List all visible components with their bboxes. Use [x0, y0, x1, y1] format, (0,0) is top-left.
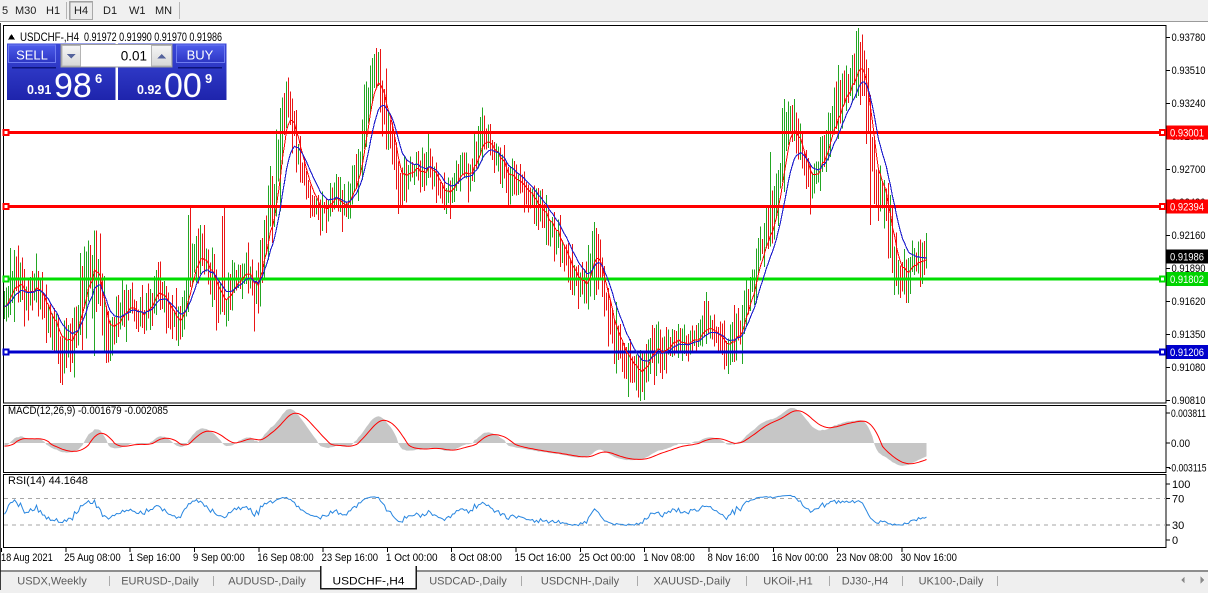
svg-text:0.91350: 0.91350: [1172, 329, 1206, 341]
svg-text:RSI(14) 44.1648: RSI(14) 44.1648: [8, 475, 88, 487]
svg-text:1 Oct 00:00: 1 Oct 00:00: [386, 552, 438, 564]
svg-text:30 Nov 16:00: 30 Nov 16:00: [901, 552, 957, 564]
svg-text:-0.003115: -0.003115: [1169, 463, 1207, 475]
svg-text:0.91206: 0.91206: [1170, 347, 1204, 359]
svg-text:H4: H4: [74, 5, 88, 17]
svg-text:1 Sep 16:00: 1 Sep 16:00: [129, 552, 181, 564]
svg-text:DJ30-,H4: DJ30-,H4: [842, 576, 888, 588]
svg-text:0.01: 0.01: [121, 49, 147, 64]
svg-text:00: 00: [164, 67, 202, 105]
svg-text:9 Sep 00:00: 9 Sep 00:00: [193, 552, 245, 564]
svg-text:18 Aug 2021: 18 Aug 2021: [1, 552, 53, 564]
svg-text:23 Nov 08:00: 23 Nov 08:00: [836, 552, 892, 564]
svg-text:EURUSD-,Daily: EURUSD-,Daily: [121, 576, 199, 588]
svg-text:5: 5: [2, 5, 8, 17]
svg-text:XAUUSD-,Daily: XAUUSD-,Daily: [653, 576, 731, 588]
svg-text:0.91972 0.91990 0.91970 0.9198: 0.91972 0.91990 0.91970 0.91986: [84, 30, 222, 44]
svg-text:M30: M30: [15, 5, 36, 17]
svg-text:8 Oct 08:00: 8 Oct 08:00: [450, 552, 502, 564]
svg-text:0.92160: 0.92160: [1172, 230, 1206, 242]
svg-text:0: 0: [1172, 535, 1178, 547]
svg-text:0.93240: 0.93240: [1172, 98, 1206, 110]
svg-text:16 Nov 00:00: 16 Nov 00:00: [772, 552, 828, 564]
svg-text:W1: W1: [129, 5, 146, 17]
svg-text:USDX,Weekly: USDX,Weekly: [17, 576, 87, 588]
svg-text:98: 98: [54, 67, 92, 105]
svg-text:8 Nov 16:00: 8 Nov 16:00: [708, 552, 760, 564]
svg-text:D1: D1: [103, 5, 117, 17]
svg-text:USDCHF-,H4: USDCHF-,H4: [20, 30, 79, 44]
svg-text:USDCAD-,Daily: USDCAD-,Daily: [429, 576, 507, 588]
svg-text:16 Sep 08:00: 16 Sep 08:00: [257, 552, 313, 564]
svg-text:0.92394: 0.92394: [1170, 202, 1204, 214]
svg-text:6: 6: [95, 71, 102, 86]
svg-text:0.91620: 0.91620: [1172, 296, 1206, 308]
svg-text:USDCNH-,Daily: USDCNH-,Daily: [541, 576, 620, 588]
svg-text:0.93001: 0.93001: [1170, 128, 1204, 140]
svg-text:AUDUSD-,Daily: AUDUSD-,Daily: [228, 576, 306, 588]
svg-text:1 Nov 08:00: 1 Nov 08:00: [643, 552, 695, 564]
svg-text:0.91: 0.91: [27, 83, 51, 97]
svg-text:0.91080: 0.91080: [1172, 362, 1206, 374]
svg-text:9: 9: [205, 71, 212, 86]
svg-text:25 Aug 08:00: 25 Aug 08:00: [64, 552, 120, 564]
svg-text:70: 70: [1172, 494, 1184, 506]
svg-text:0.90810: 0.90810: [1172, 395, 1206, 407]
svg-text:SELL: SELL: [16, 48, 48, 63]
svg-text:UKOil-,H1: UKOil-,H1: [763, 576, 813, 588]
svg-text:USDCHF-,H4: USDCHF-,H4: [333, 576, 405, 588]
svg-text:0.00: 0.00: [1171, 438, 1190, 450]
svg-text:0.93510: 0.93510: [1172, 65, 1206, 77]
svg-text:0.93780: 0.93780: [1172, 32, 1206, 44]
svg-text:BUY: BUY: [187, 48, 214, 63]
svg-text:0.92700: 0.92700: [1172, 164, 1206, 176]
svg-text:25 Oct 00:00: 25 Oct 00:00: [579, 552, 635, 564]
svg-text:30: 30: [1172, 520, 1184, 532]
svg-text:15 Oct 16:00: 15 Oct 16:00: [515, 552, 571, 564]
svg-text:0.92: 0.92: [137, 83, 161, 97]
svg-text:0.91802: 0.91802: [1170, 274, 1204, 286]
svg-text:100: 100: [1172, 479, 1190, 491]
svg-text:MACD(12,26,9) -0.001679 -0.002: MACD(12,26,9) -0.001679 -0.002085: [8, 405, 168, 417]
svg-text:UK100-,Daily: UK100-,Daily: [919, 576, 984, 588]
svg-text:0.91986: 0.91986: [1170, 252, 1204, 264]
svg-text:H1: H1: [46, 5, 60, 17]
svg-text:MN: MN: [155, 5, 172, 17]
svg-text:23 Sep 16:00: 23 Sep 16:00: [322, 552, 378, 564]
svg-text:0.003811: 0.003811: [1171, 408, 1206, 420]
